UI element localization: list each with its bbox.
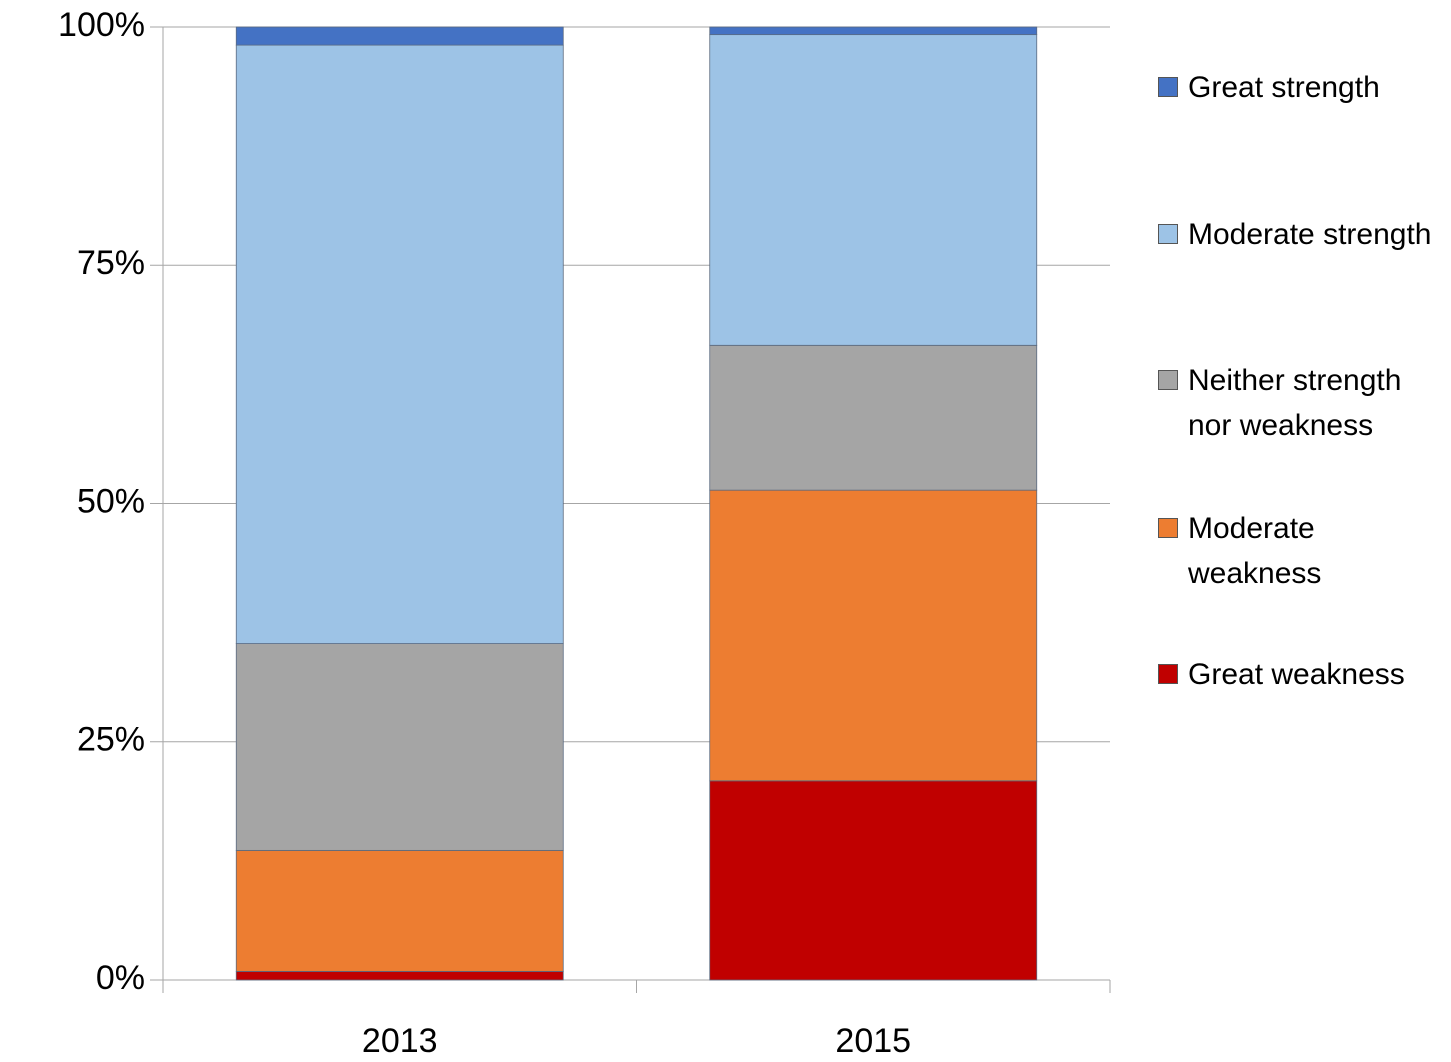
- legend-swatch: [1158, 224, 1178, 244]
- x-tick-label: 2013: [362, 1022, 438, 1060]
- legend-swatch: [1158, 664, 1178, 684]
- x-tick-label: 2015: [835, 1022, 911, 1060]
- legend-item: Great weakness: [1158, 652, 1438, 697]
- y-tick-label: 100%: [58, 6, 145, 44]
- bar-segment: [709, 34, 1038, 346]
- bar-segment: [709, 26, 1038, 36]
- bar-segment: [235, 643, 564, 851]
- bar-segment: [235, 971, 564, 981]
- bar-segment: [709, 344, 1038, 491]
- bar-segment: [235, 26, 564, 46]
- legend-swatch: [1158, 77, 1178, 97]
- legend-label: Great strength: [1188, 71, 1380, 104]
- legend-swatch: [1158, 518, 1178, 538]
- legend-item: Neither strength nor weakness: [1158, 358, 1438, 448]
- y-tick-label: 0%: [96, 959, 145, 997]
- bar-segment: [709, 489, 1038, 782]
- legend-label: Moderate strength: [1188, 218, 1432, 251]
- legend-label: Great weakness: [1188, 658, 1405, 691]
- y-tick-label: 50%: [77, 482, 145, 520]
- bar-segment: [709, 780, 1038, 981]
- legend-item: Moderate weakness: [1158, 506, 1438, 596]
- legend-item: Great strength: [1158, 65, 1438, 110]
- y-tick-label: 25%: [77, 721, 145, 759]
- legend-swatch: [1158, 370, 1178, 390]
- legend-label: Moderate weakness: [1188, 512, 1322, 590]
- legend-item: Moderate strength: [1158, 212, 1438, 257]
- bar-segment: [235, 849, 564, 972]
- y-tick-label: 75%: [77, 244, 145, 282]
- bar-segment: [235, 44, 564, 644]
- legend-label: Neither strength nor weakness: [1188, 364, 1402, 442]
